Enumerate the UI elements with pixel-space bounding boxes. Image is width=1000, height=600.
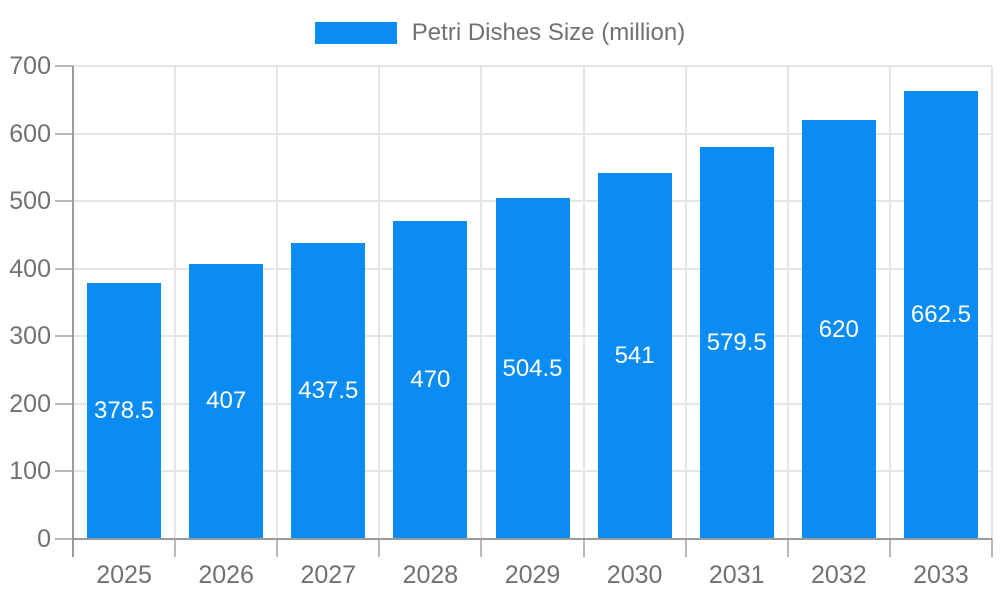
gridline-v (888, 66, 891, 539)
bar-value-label: 378.5 (94, 397, 155, 425)
y-tick (55, 200, 73, 203)
gridline-v (378, 66, 381, 539)
bar (189, 263, 264, 539)
x-tick (991, 539, 993, 557)
legend-swatch (314, 22, 397, 44)
x-axis-label: 2026 (198, 561, 254, 589)
bar (291, 243, 366, 539)
gridline-v (174, 66, 177, 539)
x-tick (174, 539, 177, 557)
x-axis-label: 2033 (913, 561, 969, 589)
bar (495, 198, 570, 539)
gridline-v (582, 66, 585, 539)
bar-value-label: 407 (206, 387, 247, 415)
bar-value-label: 541 (614, 342, 655, 370)
y-tick (55, 132, 73, 135)
x-tick (786, 539, 789, 557)
x-tick (378, 539, 381, 557)
gridline-v (276, 66, 279, 539)
gridline-h (73, 65, 992, 67)
y-tick (55, 335, 73, 338)
bar-value-label: 579.5 (706, 329, 767, 357)
bar-value-label: 437.5 (298, 377, 359, 405)
x-axis-label: 2030 (606, 561, 663, 589)
bar-value-label: 504.5 (502, 354, 563, 382)
bar (87, 283, 162, 539)
bar-value-label: 620 (818, 315, 859, 343)
y-tick (55, 65, 73, 67)
gridline-v (786, 66, 789, 539)
bar (801, 120, 876, 539)
bar (393, 221, 468, 539)
x-tick (888, 539, 891, 557)
y-axis-label: 0 (37, 525, 51, 553)
y-tick (55, 538, 73, 540)
x-axis-line (73, 538, 992, 540)
bar-value-label: 662.5 (910, 301, 971, 329)
y-axis-label: 700 (9, 52, 51, 80)
x-axis-label: 2027 (300, 561, 357, 589)
bar (699, 147, 774, 539)
x-axis-label: 2028 (402, 561, 459, 589)
x-axis-label: 2031 (708, 561, 765, 589)
y-tick (55, 470, 73, 473)
x-tick (276, 539, 279, 557)
x-axis-label: 2029 (504, 561, 561, 589)
bar (597, 173, 672, 539)
y-axis-label: 600 (9, 119, 51, 148)
legend[interactable]: Petri Dishes Size (million) (0, 19, 1000, 47)
legend-label: Petri Dishes Size (million) (411, 19, 686, 46)
y-tick (55, 402, 73, 405)
y-axis-label: 500 (9, 187, 51, 216)
x-tick (684, 539, 687, 557)
y-axis-label: 200 (9, 389, 51, 418)
y-axis-label: 400 (9, 254, 51, 283)
bar (903, 91, 978, 539)
x-tick (582, 539, 585, 557)
gridline-v (480, 66, 483, 539)
gridline-v (991, 66, 993, 539)
gridline-v (684, 66, 687, 539)
gridline-h (73, 132, 992, 135)
bar-value-label: 470 (410, 366, 451, 394)
x-axis-label: 2032 (811, 561, 867, 589)
y-axis-label: 300 (9, 322, 51, 351)
x-tick (480, 539, 483, 557)
y-axis-line (72, 66, 74, 557)
x-axis-label: 2025 (96, 561, 152, 589)
y-axis-label: 100 (9, 457, 51, 486)
y-tick (55, 267, 73, 270)
